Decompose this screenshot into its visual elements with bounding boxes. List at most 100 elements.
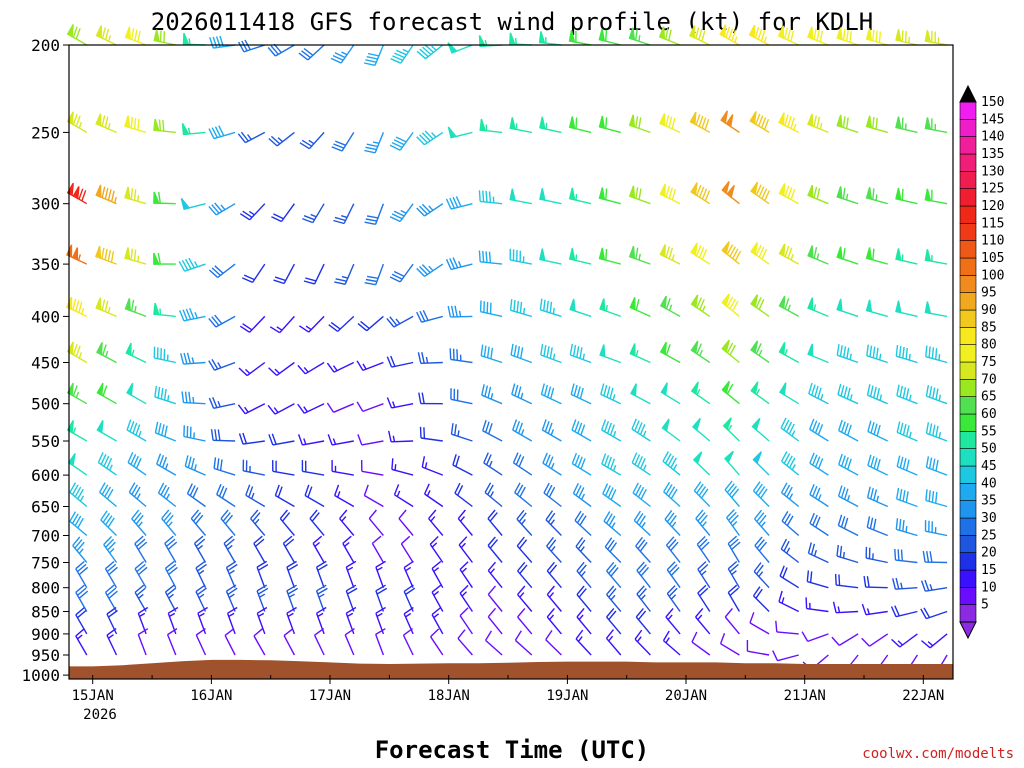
wind-barb-staff: [155, 432, 177, 442]
wind-barb-feather: [873, 489, 878, 501]
wind-barb-staff: [249, 203, 266, 221]
wind-barb-feather: [302, 217, 314, 224]
wind-barb: [400, 535, 414, 563]
wind-barb: [801, 631, 829, 643]
wind-barb-feather: [212, 36, 218, 48]
wind-barb-feather: [809, 571, 813, 583]
wind-barb-feather: [208, 317, 217, 328]
wind-barb-feather: [832, 601, 837, 613]
wind-barb: [693, 481, 711, 507]
wind-barb-feather: [326, 402, 335, 413]
wind-barb-feather: [700, 488, 709, 499]
wind-barb: [920, 579, 948, 592]
wind-barb-flag: [865, 187, 873, 201]
wind-barb-feather: [809, 512, 815, 524]
wind-barb: [924, 249, 948, 265]
wind-barb: [571, 419, 592, 442]
wind-barb-feather: [134, 584, 145, 593]
wind-barb-feather: [74, 515, 82, 527]
wind-barb-feather: [284, 538, 295, 547]
wind-barb-half-feather: [217, 362, 222, 369]
wind-barb-half-feather: [786, 547, 791, 554]
y-tick-label: 500: [31, 395, 60, 414]
wind-barb-feather: [872, 188, 875, 200]
wind-barb-feather: [729, 246, 736, 257]
wind-barb-feather: [671, 188, 677, 201]
wind-barb-feather: [81, 190, 87, 202]
wind-barb-feather: [696, 184, 702, 196]
wind-barb-feather: [516, 484, 524, 496]
wind-barb-feather: [195, 628, 206, 636]
wind-barb: [602, 483, 622, 508]
wind-barb: [659, 113, 681, 134]
wind-barb-feather: [546, 346, 550, 358]
wind-barb: [267, 403, 295, 415]
wind-barb-feather: [571, 419, 577, 431]
wind-barb-feather: [699, 514, 708, 525]
wind-barb-half-feather: [303, 406, 308, 413]
wind-barb-staff: [664, 518, 681, 536]
wind-barb-feather: [220, 509, 229, 520]
wind-barb: [342, 535, 355, 563]
colorbar-segment: [959, 292, 977, 311]
wind-barb-staff: [361, 440, 384, 446]
wind-barb-feather: [601, 453, 607, 465]
wind-barb-feather: [754, 536, 763, 547]
wind-barb: [697, 584, 711, 612]
wind-barb-staff: [459, 569, 473, 589]
wind-barb-feather: [333, 219, 345, 225]
wind-barb-staff: [364, 494, 384, 508]
wind-barb: [754, 509, 770, 536]
wind-barb-feather: [106, 628, 117, 636]
wind-barb: [124, 298, 147, 318]
wind-barb-feather: [670, 541, 679, 551]
wind-barb-staff: [636, 593, 651, 612]
wind-barb-half-feather: [318, 593, 325, 598]
wind-barb-feather: [221, 487, 228, 499]
wind-barb-feather: [226, 584, 237, 592]
wind-barb: [183, 425, 206, 442]
wind-barb-staff: [394, 494, 414, 508]
wind-barb: [576, 585, 592, 612]
wind-barb-staff: [286, 566, 296, 588]
wind-barb-staff: [836, 584, 859, 589]
wind-barb-feather: [576, 346, 580, 358]
wind-barb-feather: [866, 486, 871, 498]
wind-barb: [896, 487, 918, 508]
wind-barb: [746, 640, 770, 656]
wind-barb-feather: [312, 535, 323, 544]
wind-barb-half-feather: [193, 261, 199, 268]
wind-barb-staff: [925, 587, 948, 592]
wind-barb-flag: [568, 30, 576, 43]
wind-barb: [239, 315, 266, 333]
wind-barb: [309, 509, 325, 536]
wind-barb: [66, 111, 88, 134]
wind-barb: [419, 426, 443, 442]
wind-barb-feather: [580, 424, 586, 436]
wind-barb-feather: [376, 587, 388, 595]
wind-barb-feather: [902, 346, 905, 359]
wind-barb-feather: [391, 273, 403, 280]
wind-barb-half-feather: [548, 592, 555, 598]
wind-barb: [157, 482, 177, 508]
wind-barb: [689, 111, 711, 134]
wind-barb-feather: [514, 384, 519, 397]
wind-barb-staff: [398, 518, 414, 536]
wind-barb-feather: [485, 630, 492, 641]
wind-barb: [208, 263, 236, 279]
wind-barb-feather: [866, 344, 869, 356]
wind-barb-feather: [899, 385, 903, 398]
wind-barb-feather: [665, 28, 669, 40]
wind-barb-staff: [895, 559, 918, 564]
wind-barb-flag: [721, 180, 730, 195]
wind-barb-feather: [839, 545, 843, 558]
wind-barb-flag: [658, 26, 666, 40]
wind-barb-feather: [670, 488, 678, 499]
wind-barb-staff: [754, 545, 770, 563]
wind-barb-feather: [416, 311, 423, 323]
wind-barb-staff: [371, 543, 385, 563]
wind-barb-half-feather: [575, 254, 578, 261]
wind-barb-half-feather: [168, 593, 174, 599]
wind-barb-staff: [481, 394, 503, 405]
wind-barb-feather: [729, 587, 739, 597]
